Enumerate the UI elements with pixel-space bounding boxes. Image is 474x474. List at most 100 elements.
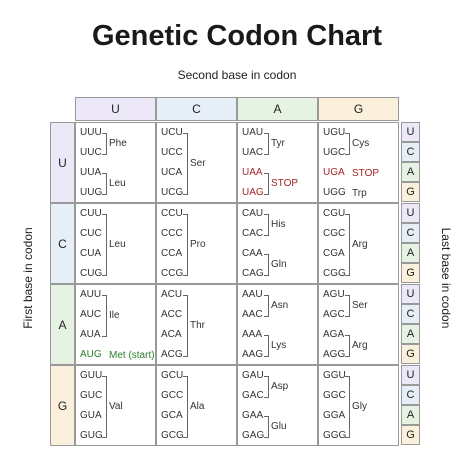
codon-gag: GAG bbox=[242, 430, 265, 441]
codon-cell: AUU AUC AUA AUG Ile Met (start) bbox=[75, 284, 156, 365]
amino-acid-label: Leu bbox=[109, 178, 126, 189]
amino-acid-label: Tyr bbox=[271, 138, 285, 149]
codon-caa: CAA bbox=[242, 248, 263, 259]
codon-ccu: CCU bbox=[161, 208, 183, 219]
amino-acid-label: Met (start) bbox=[109, 350, 155, 361]
third-base-g-u: U bbox=[401, 365, 420, 385]
codon-ggg: GGG bbox=[323, 430, 347, 441]
bracket bbox=[102, 295, 107, 337]
bracket bbox=[102, 173, 107, 195]
third-base-g-a: A bbox=[401, 405, 420, 425]
codon-cell: ACU ACC ACA ACG Thr bbox=[156, 284, 237, 365]
bracket bbox=[264, 416, 269, 438]
bracket bbox=[345, 335, 350, 357]
second-base-label: Second base in codon bbox=[177, 68, 297, 82]
codon-cell: UCU UCC UCA UCG Ser bbox=[156, 122, 237, 203]
codon-cgc: CGC bbox=[323, 228, 346, 239]
amino-acid-label: Leu bbox=[109, 239, 126, 250]
second-base-header-u: U bbox=[75, 97, 156, 121]
codon-cell: AGU AGC AGA AGG Ser Arg bbox=[318, 284, 399, 365]
codon-cau: CAU bbox=[242, 208, 264, 219]
codon-cgg: CGG bbox=[323, 268, 346, 279]
codon-uua: UUA bbox=[80, 167, 102, 178]
codon-guc: GUC bbox=[80, 390, 103, 401]
bracket bbox=[183, 295, 188, 357]
codon-cuc: CUC bbox=[80, 228, 102, 239]
codon-ucg: UCG bbox=[161, 187, 184, 198]
first-base-a: A bbox=[50, 284, 75, 365]
codon-auu: AUU bbox=[80, 289, 102, 300]
codon-cgu: CGU bbox=[323, 208, 346, 219]
codon-uuu: UUU bbox=[80, 127, 102, 138]
codon-ccg: CCG bbox=[161, 268, 184, 279]
codon-aga: AGA bbox=[323, 329, 345, 340]
bracket bbox=[102, 133, 107, 155]
codon-ucu: UCU bbox=[161, 127, 183, 138]
third-base-a-u: U bbox=[401, 284, 420, 304]
codon-acu: ACU bbox=[161, 289, 183, 300]
third-base-a-a: A bbox=[401, 324, 420, 344]
third-base-u-a: A bbox=[401, 162, 420, 182]
codon-ugc: UGC bbox=[323, 147, 346, 158]
codon-ucc: UCC bbox=[161, 147, 183, 158]
amino-acid-label: Gln bbox=[271, 259, 287, 270]
codon-cell: CUU CUC CUA CUG Leu bbox=[75, 203, 156, 284]
codon-cell: GUU GUC GUA GUG Val bbox=[75, 365, 156, 446]
codon-cell: GCU GCC GCA GCG Ala bbox=[156, 365, 237, 446]
codon-ccc: CCC bbox=[161, 228, 183, 239]
codon-uac: UAC bbox=[242, 147, 264, 158]
third-base-c-u: U bbox=[401, 203, 420, 223]
amino-acid-label: Val bbox=[109, 401, 123, 412]
amino-acid-label: Cys bbox=[352, 138, 370, 149]
first-base-c: C bbox=[50, 203, 75, 284]
codon-gca: GCA bbox=[161, 410, 183, 421]
codon-uuc: UUC bbox=[80, 147, 102, 158]
codon-auc: AUC bbox=[80, 309, 102, 320]
codon-agc: AGC bbox=[323, 309, 345, 320]
codon-aac: AAC bbox=[242, 309, 263, 320]
codon-gug: GUG bbox=[80, 430, 103, 441]
first-base-label: First base in codon bbox=[21, 227, 35, 329]
third-base-c-g: G bbox=[401, 263, 420, 283]
codon-uug: UUG bbox=[80, 187, 103, 198]
codon-gcu: GCU bbox=[161, 370, 184, 381]
codon-gga: GGA bbox=[323, 410, 346, 421]
amino-acid-label: Trp bbox=[352, 188, 367, 199]
amino-acid-label: Asn bbox=[271, 300, 289, 311]
bracket bbox=[345, 133, 350, 155]
third-base-g-g: G bbox=[401, 425, 420, 445]
codon-aag: AAG bbox=[242, 349, 264, 360]
third-base-a-g: G bbox=[401, 344, 420, 364]
amino-acid-label: Gly bbox=[352, 401, 367, 412]
codon-guu: GUU bbox=[80, 370, 103, 381]
amino-acid-label: Pro bbox=[190, 239, 206, 250]
codon-aca: ACA bbox=[161, 329, 182, 340]
codon-gua: GUA bbox=[80, 410, 102, 421]
codon-cell: AAU AAC AAA AAG Asn Lys bbox=[237, 284, 318, 365]
codon-cell: UAU UAC UAA UAG Tyr STOP bbox=[237, 122, 318, 203]
amino-acid-label: Lys bbox=[271, 340, 287, 351]
codon-uau: UAU bbox=[242, 127, 264, 138]
bracket bbox=[264, 254, 269, 276]
codon-aug: AUG bbox=[80, 349, 102, 360]
codon-cac: CAC bbox=[242, 228, 264, 239]
codon-gcg: GCG bbox=[161, 430, 184, 441]
codon-ugu: UGU bbox=[323, 127, 346, 138]
amino-acid-label: Ser bbox=[352, 300, 368, 311]
amino-acid-label: Ile bbox=[109, 310, 120, 321]
amino-acid-label: Glu bbox=[271, 421, 287, 432]
codon-cell: CCU CCC CCA CCG Pro bbox=[156, 203, 237, 284]
bracket bbox=[345, 376, 350, 438]
chart-title: Genetic Codon Chart bbox=[91, 20, 382, 52]
amino-acid-label: Arg bbox=[352, 340, 368, 351]
bracket bbox=[345, 295, 350, 317]
codon-cag: CAG bbox=[242, 268, 264, 279]
first-base-g: G bbox=[50, 365, 75, 446]
amino-acid-label: Thr bbox=[190, 320, 205, 331]
codon-uca: UCA bbox=[161, 167, 183, 178]
bracket bbox=[183, 376, 188, 438]
bracket bbox=[264, 214, 269, 236]
codon-ugg: UGG bbox=[323, 187, 346, 198]
codon-uag: UAG bbox=[242, 187, 264, 198]
codon-cca: CCA bbox=[161, 248, 183, 259]
